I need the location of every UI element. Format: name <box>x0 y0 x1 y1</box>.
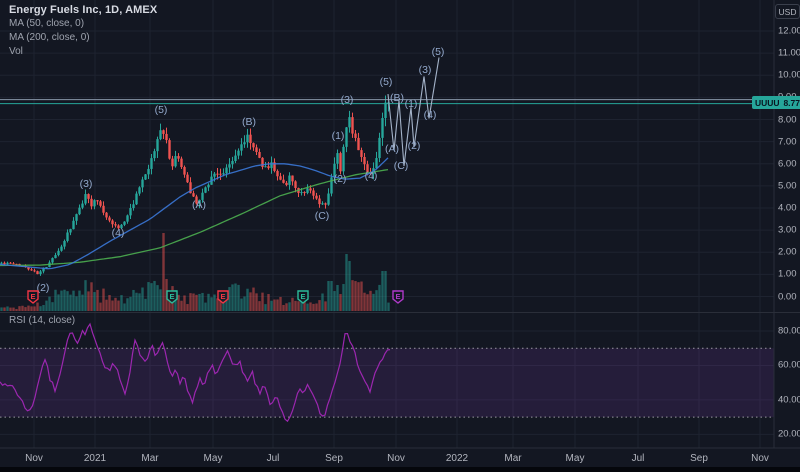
price-axis-label: 4.00 <box>778 202 797 214</box>
svg-text:E: E <box>169 292 174 301</box>
time-axis-label: Sep <box>690 453 708 464</box>
elliott-wave-label[interactable]: (B) <box>390 92 404 104</box>
earnings-marker-icon[interactable]: E <box>27 290 39 304</box>
ticker-symbol: UUUU <box>755 97 780 108</box>
elliott-wave-label[interactable]: (C) <box>314 210 330 222</box>
elliott-wave-label[interactable]: (5) <box>379 76 393 88</box>
earnings-marker-icon[interactable]: E <box>297 290 309 304</box>
rsi-axis-label: 40.00 <box>778 394 800 406</box>
time-axis-label: 2022 <box>445 453 469 464</box>
time-axis-label: Nov <box>751 453 769 464</box>
last-price-value: 8.77 <box>783 97 800 108</box>
legend-volume[interactable]: Vol <box>9 46 23 57</box>
price-axis-label: 7.00 <box>778 136 797 148</box>
elliott-wave-label[interactable]: (4) <box>423 109 437 121</box>
price-axis-label: 0.00 <box>778 291 797 302</box>
ma50-line <box>0 157 389 270</box>
forecast-zigzag-line[interactable] <box>387 57 440 167</box>
svg-text:E: E <box>300 292 305 301</box>
elliott-wave-label[interactable]: (4) <box>364 170 378 182</box>
elliott-wave-label[interactable]: (4) <box>111 227 125 239</box>
legend-ma50[interactable]: MA (50, close, 0) <box>9 18 85 29</box>
bottom-edge-strip <box>0 467 800 472</box>
earnings-marker-icon[interactable]: E <box>392 290 404 304</box>
price-axis-label: 12.00 <box>778 25 800 37</box>
price-axis-label: 6.00 <box>778 158 797 170</box>
svg-text:E: E <box>220 292 225 301</box>
time-axis-label: Nov <box>25 453 43 464</box>
price-axis-label: 5.00 <box>778 180 797 192</box>
currency-toggle-button[interactable]: USD <box>775 4 800 19</box>
svg-text:E: E <box>30 292 35 301</box>
elliott-wave-label[interactable]: (2) <box>36 282 50 294</box>
elliott-wave-label[interactable]: (3) <box>418 64 432 76</box>
time-axis-label: Mar <box>141 453 159 464</box>
elliott-wave-label[interactable]: (3) <box>79 178 93 190</box>
time-axis-label: Nov <box>387 453 405 464</box>
rsi-axis-label: 20.00 <box>778 428 800 440</box>
ma200-line <box>0 168 389 267</box>
elliott-wave-label[interactable]: (5) <box>154 104 168 116</box>
elliott-wave-label[interactable]: (A) <box>385 143 399 155</box>
time-axis-label: May <box>203 453 223 464</box>
chart-legend: Energy Fuels Inc, 1D, AMEX MA (50, close… <box>9 3 157 59</box>
elliott-wave-label[interactable]: (A) <box>192 199 206 211</box>
rsi-axis-label: 60.00 <box>778 359 800 371</box>
price-axis-label: 8.00 <box>778 114 797 125</box>
elliott-wave-label[interactable]: (2) <box>407 140 421 152</box>
svg-text:E: E <box>395 292 400 301</box>
elliott-wave-label[interactable]: (1) <box>404 98 418 110</box>
legend-ma200[interactable]: MA (200, close, 0) <box>9 32 90 43</box>
elliott-wave-label[interactable]: (B) <box>242 116 256 128</box>
last-price-label[interactable]: UUUU 8.77 <box>752 96 800 109</box>
price-axis-label: 1.00 <box>778 268 797 280</box>
elliott-wave-label[interactable]: (5) <box>431 46 445 58</box>
price-axis-label: 2.00 <box>778 246 797 258</box>
time-axis-label: Jul <box>631 453 645 464</box>
rsi-legend[interactable]: RSI (14, close) <box>9 315 76 326</box>
price-axis-label: 3.00 <box>778 224 797 236</box>
elliott-wave-label[interactable]: (3) <box>340 94 354 106</box>
time-axis-label: Mar <box>504 453 522 464</box>
elliott-wave-label[interactable]: (C) <box>393 160 409 172</box>
earnings-marker-icon[interactable]: E <box>166 290 178 304</box>
time-axis-label: May <box>565 453 585 464</box>
time-axis-label: 2021 <box>83 453 107 464</box>
elliott-wave-label[interactable]: (1) <box>331 130 345 142</box>
candles <box>0 95 390 276</box>
rsi-line <box>0 322 391 423</box>
volume-bars <box>0 233 390 311</box>
time-axis-label: Jul <box>266 453 280 464</box>
rsi-band <box>0 347 774 418</box>
price-axis-label: 10.00 <box>778 69 800 81</box>
earnings-marker-icon[interactable]: E <box>217 290 229 304</box>
time-axis-label: Sep <box>325 453 343 464</box>
price-axis-label: 11.00 <box>778 47 800 59</box>
symbol-title[interactable]: Energy Fuels Inc, 1D, AMEX <box>9 4 158 16</box>
gridlines <box>0 0 774 448</box>
rsi-axis-label: 80.00 <box>778 325 800 337</box>
elliott-wave-label[interactable]: (2) <box>333 173 347 185</box>
